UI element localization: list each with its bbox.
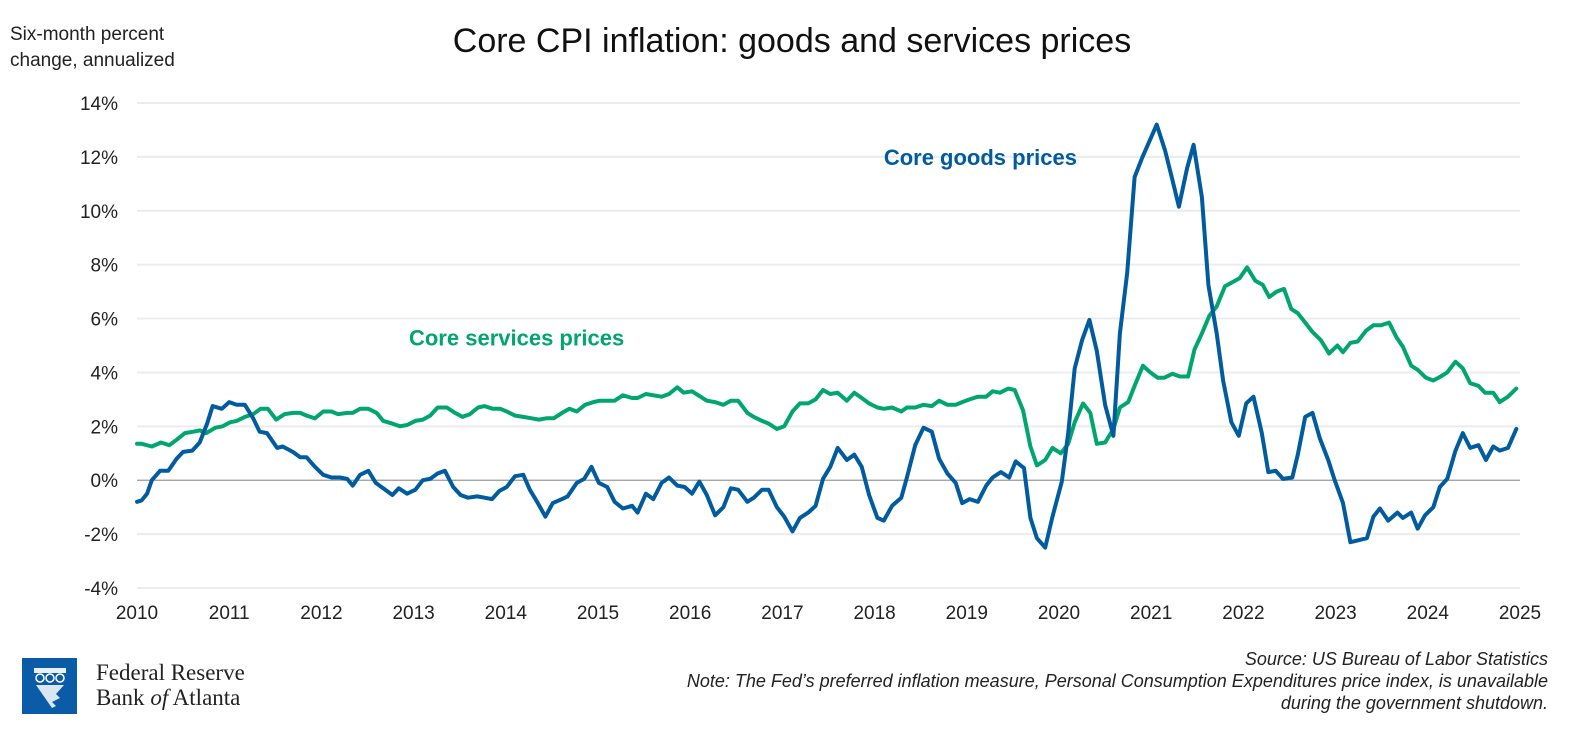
x-tick-label: 2013: [392, 603, 434, 624]
x-tick-label: 2016: [669, 603, 711, 624]
logo-word-atlanta: Atlanta: [168, 685, 241, 710]
logo-line1: Federal Reserve: [96, 660, 245, 685]
y-tick-label: 14%: [80, 94, 118, 115]
note-text-line1: Note: The Fed’s preferred inflation meas…: [686, 671, 1548, 691]
x-tick-label: 2018: [853, 603, 895, 624]
y-axis-label-line1: Six-month percent: [10, 24, 165, 45]
logo-word-bank: Bank: [96, 685, 151, 710]
x-tick-label: 2010: [116, 603, 158, 624]
x-tick-label: 2024: [1407, 603, 1450, 624]
series-line-core-services: [135, 265, 1519, 468]
x-tick-label: 2025: [1499, 603, 1541, 624]
x-tick-label: 2023: [1314, 603, 1356, 624]
chart-title: Core CPI inflation: goods and services p…: [452, 22, 1132, 60]
note-text-line2: during the government shutdown.: [1280, 693, 1548, 713]
y-tick-label: 6%: [91, 310, 119, 331]
y-tick-label: 12%: [80, 148, 118, 169]
source-note: Source: US Bureau of Labor Statistics No…: [687, 648, 1548, 714]
fed-atlanta-logo-icon: [22, 658, 77, 714]
x-tick-label: 2019: [946, 603, 988, 624]
y-tick-label: -2%: [84, 525, 118, 546]
series-line-core-goods: [135, 122, 1519, 550]
y-tick-label: 4%: [91, 363, 119, 384]
logo-word-of: of: [150, 685, 169, 710]
y-axis-label-line2: change, annualized: [10, 50, 175, 71]
x-tick-label: 2020: [1038, 603, 1080, 624]
logo-line2: Bank of Atlanta: [96, 685, 245, 710]
x-tick-label: 2011: [209, 603, 250, 624]
x-tick-label: 2012: [300, 603, 342, 624]
annotation-core-services: Core services prices: [409, 326, 624, 351]
annotation-core-goods: Core goods prices: [884, 145, 1077, 170]
y-tick-label: 0%: [91, 471, 119, 492]
y-tick-label: 10%: [80, 202, 118, 223]
y-tick-label: 8%: [91, 256, 119, 277]
y-tick-label: 2%: [91, 417, 119, 438]
x-tick-label: 2015: [577, 603, 619, 624]
x-tick-label: 2021: [1130, 603, 1172, 624]
x-tick-label: 2014: [485, 603, 528, 624]
fed-atlanta-logo-text: Federal Reserve Bank of Atlanta: [96, 660, 245, 710]
x-tick-label: 2017: [761, 603, 803, 624]
source-text: Source: US Bureau of Labor Statistics: [1244, 649, 1548, 669]
y-tick-label: -4%: [84, 579, 118, 600]
x-tick-label: 2022: [1222, 603, 1264, 624]
y-axis-label: Six-month percent change, annualized: [10, 22, 175, 74]
